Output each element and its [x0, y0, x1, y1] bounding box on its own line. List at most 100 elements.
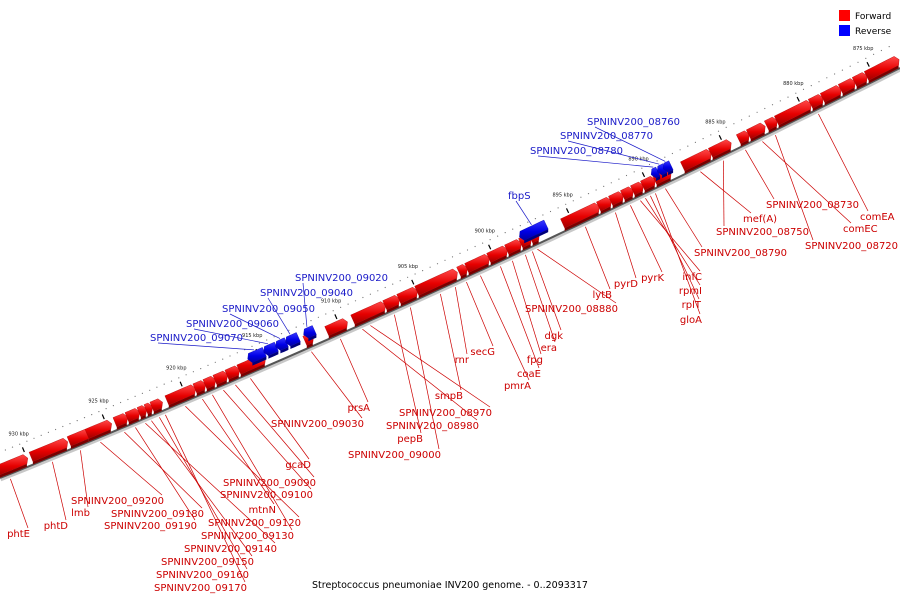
gene-label-spninv200-08770[interactable]: SPNINV200_08770	[560, 131, 653, 142]
gene-label-fbps[interactable]: fbpS	[508, 191, 531, 202]
forward-gene-39	[774, 100, 812, 129]
gene-label-spninv200-09160[interactable]: SPNINV200_09160	[156, 570, 249, 581]
scale-dot	[802, 88, 805, 90]
scale-dot	[466, 249, 469, 251]
gene-label-spninv200-09150[interactable]: SPNINV200_09150	[161, 557, 254, 568]
scale-tick-label: 895 kbp	[552, 192, 572, 198]
gene-label-spninv200-08780[interactable]: SPNINV200_08780	[530, 146, 623, 157]
gene-label-pmra[interactable]: pmrA	[504, 381, 531, 392]
gene-label-spninv200-09140[interactable]: SPNINV200_09140	[184, 544, 277, 555]
scale-dot	[40, 434, 42, 436]
gene-label-spninv200-08760[interactable]: SPNINV200_08760	[587, 117, 680, 128]
gene-label-dgk[interactable]: dgk	[545, 331, 564, 342]
scale-dot	[542, 214, 544, 216]
gene-label-era[interactable]: era	[541, 343, 557, 354]
gene-face	[863, 56, 900, 81]
gene-label-phte[interactable]: phtE	[7, 529, 30, 540]
scale-dot	[178, 377, 180, 379]
gene-side	[140, 414, 146, 420]
gene-label-lytb[interactable]: lytB	[593, 290, 613, 301]
leader-fbps	[515, 200, 532, 225]
scale-dot	[317, 316, 319, 318]
scale-dot	[192, 371, 194, 373]
gene-label-spninv200-08790[interactable]: SPNINV200_08790	[694, 248, 787, 259]
gene-label-spninv200-08980[interactable]: SPNINV200_08980	[386, 421, 479, 432]
gene-label-rnr[interactable]: rnr	[455, 355, 470, 366]
gene-label-pyrd[interactable]: pyrD	[614, 279, 638, 290]
gene-label-lmb[interactable]: lmb	[71, 508, 90, 519]
gene-label-spninv200-09100[interactable]: SPNINV200_09100	[220, 490, 313, 501]
gene-label-gcad[interactable]: gcaD	[285, 460, 311, 471]
forward-gene-27	[560, 202, 600, 231]
gene-label-comec[interactable]: comEC	[843, 224, 878, 235]
gene-label-spninv200-08970[interactable]: SPNINV200_08970	[399, 408, 492, 419]
leader-pyrk	[630, 205, 663, 273]
gene-label-spninv200-09020[interactable]: SPNINV200_09020	[295, 273, 388, 284]
gene-label-spninv200-09130[interactable]: SPNINV200_09130	[201, 531, 294, 542]
gene-label-spninv200-09070[interactable]: SPNINV200_09070	[150, 333, 243, 344]
scale-dot	[156, 386, 158, 388]
gene-label-spninv200-09200[interactable]: SPNINV200_09200	[71, 496, 164, 507]
scale-dot	[512, 228, 514, 230]
gene-label-spninv200-09040[interactable]: SPNINV200_09040	[260, 288, 353, 299]
gene-label-spninv200-08750[interactable]: SPNINV200_08750	[716, 227, 809, 238]
scale-dot	[610, 182, 612, 184]
gene-side	[662, 172, 668, 179]
gene-label-pyrk[interactable]: pyrK	[641, 273, 664, 284]
gene-label-spninv200-08720[interactable]: SPNINV200_08720	[805, 241, 898, 252]
gene-label-smpb[interactable]: smpB	[435, 391, 463, 402]
gene-label-spninv200-08730[interactable]: SPNINV200_08730	[766, 200, 859, 211]
gene-label-spninv200-09030[interactable]: SPNINV200_09030	[271, 419, 364, 430]
gene-label-spninv200-09060[interactable]: SPNINV200_09060	[186, 319, 279, 330]
gene-label-phtd[interactable]: phtD	[44, 521, 69, 532]
scale-tick	[565, 208, 570, 214]
scale-dot	[105, 408, 107, 410]
gene-label-pepb[interactable]: pepB	[397, 434, 423, 445]
gene-label-infc[interactable]: infC	[682, 272, 702, 283]
scale-dot	[717, 130, 720, 132]
gene-side	[290, 341, 301, 349]
gene-label-coae[interactable]: coaE	[517, 369, 541, 380]
gene-label-secg[interactable]: secG	[470, 347, 495, 358]
leader-spninv200-09190	[135, 427, 196, 521]
scale-dot	[295, 326, 297, 328]
scale-dot	[384, 286, 386, 289]
leader-spninv200-08750	[723, 160, 725, 227]
forward-gene-17	[350, 301, 386, 328]
scale-dot	[587, 193, 590, 195]
scale-dot	[288, 329, 290, 331]
leader-spninv200-09170	[165, 414, 246, 583]
scale-dot	[429, 266, 431, 268]
gene-label-spninv200-09120[interactable]: SPNINV200_09120	[208, 518, 301, 529]
gene-label-spninv200-09180[interactable]: SPNINV200_09180	[111, 509, 204, 520]
gene-face	[28, 438, 68, 462]
gene-face	[486, 245, 508, 263]
gene-side	[168, 393, 195, 408]
leader-spninv200-08770	[567, 140, 660, 165]
scale-dot	[47, 431, 50, 433]
gene-label-mtnn[interactable]: mtnN	[249, 505, 276, 516]
scale-dot	[19, 443, 21, 445]
leader-prsa	[340, 338, 369, 403]
gene-label-fpg[interactable]: fpg	[527, 355, 543, 366]
gene-label-spninv200-08880[interactable]: SPNINV200_08880	[525, 304, 618, 315]
gene-label-spninv200-09170[interactable]: SPNINV200_09170	[154, 583, 247, 594]
scale-tick	[796, 96, 800, 102]
scale-dot	[474, 245, 476, 248]
leader-spninv200-08880	[537, 248, 617, 304]
gene-label-spninv200-09000[interactable]: SPNINV200_09000	[348, 450, 441, 461]
gene-label-rplt[interactable]: rplT	[682, 300, 702, 311]
gene-label-comea[interactable]: comEA	[860, 212, 895, 223]
leader-spninv200-09050	[229, 313, 281, 339]
scale-dot	[633, 171, 635, 173]
gene-label-mef-a[interactable]: mef(A)	[743, 214, 777, 225]
gene-label-spninv200-09090[interactable]: SPNINV200_09090	[223, 478, 316, 489]
gene-label-spninv200-09050[interactable]: SPNINV200_09050	[222, 304, 315, 315]
gene-label-spninv200-09190[interactable]: SPNINV200_09190	[104, 521, 197, 532]
gene-label-gloa[interactable]: gloA	[680, 315, 702, 326]
gene-label-prsa[interactable]: prsA	[347, 403, 370, 414]
gene-side	[252, 356, 267, 366]
gene-label-rpmi[interactable]: rpmI	[679, 286, 702, 297]
scale-tick	[334, 314, 338, 320]
forward-gene-43	[851, 72, 868, 90]
